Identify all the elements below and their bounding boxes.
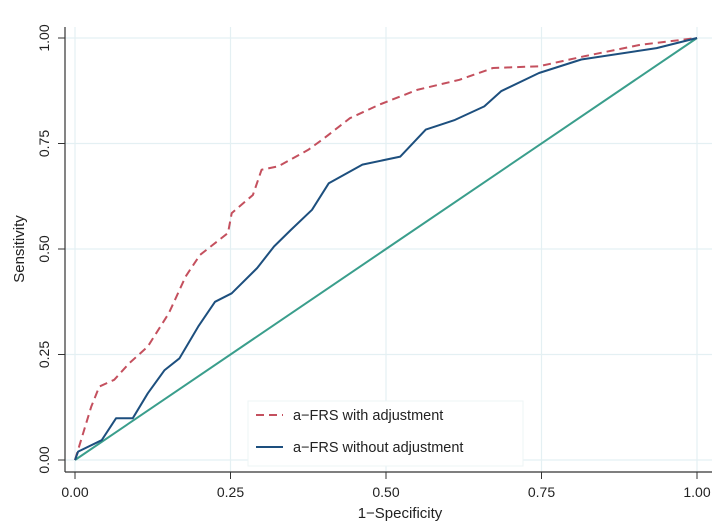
y-tick-label: 0.25 bbox=[36, 341, 52, 368]
legend-label-without-adjustment: a−FRS without adjustment bbox=[293, 440, 463, 456]
series-line-with-adjustment bbox=[74, 37, 698, 461]
y-tick-label: 0.75 bbox=[36, 130, 52, 157]
ticks: 0.00 0.25 0.50 0.75 1.00 0.00 0.25 0.50 0.75 1.00 bbox=[36, 24, 711, 500]
legend-label-with-adjustment: a−FRS with adjustment bbox=[293, 408, 443, 424]
y-tick-label: 0.50 bbox=[36, 235, 52, 262]
x-tick-label: 1.00 bbox=[683, 484, 710, 500]
x-tick-label: 0.50 bbox=[372, 484, 399, 500]
legend-box bbox=[247, 400, 524, 467]
reference-diagonal-line bbox=[74, 37, 698, 461]
x-tick-label: 0.75 bbox=[528, 484, 555, 500]
x-tick-label: 0.25 bbox=[217, 484, 244, 500]
y-tick-label: 1.00 bbox=[36, 24, 52, 51]
y-axis-label: Sensitivity bbox=[11, 215, 28, 283]
x-axis-label: 1−Specificity bbox=[358, 505, 443, 522]
x-tick-label: 0.00 bbox=[61, 484, 88, 500]
series-lines bbox=[74, 37, 698, 461]
series-line-without-adjustment bbox=[74, 37, 698, 461]
legend: a−FRS with adjustment a−FRS without adju… bbox=[247, 400, 524, 467]
y-tick-label: 0.00 bbox=[36, 446, 52, 473]
